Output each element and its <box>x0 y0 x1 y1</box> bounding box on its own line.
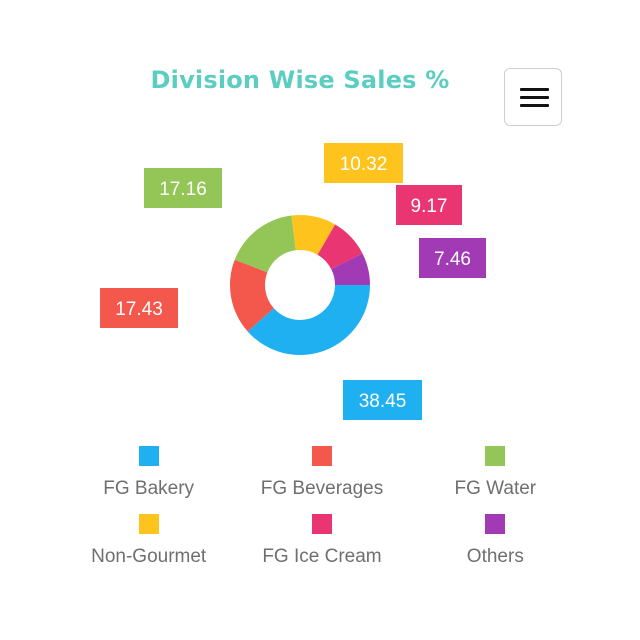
slice-others[interactable] <box>331 253 370 285</box>
slice-non-gourmet[interactable] <box>291 215 336 255</box>
data-label-value: 7.46 <box>434 249 471 270</box>
slice-fg-water[interactable] <box>234 215 296 273</box>
donut-chart: 38.45 17.43 17.16 10.32 9.17 7.46 <box>100 143 486 420</box>
data-label-non-gourmet: 10.32 <box>324 143 403 183</box>
legend-swatch <box>138 446 159 466</box>
data-label-box <box>144 168 222 208</box>
data-label-value: 17.16 <box>159 179 207 200</box>
legend-label: FG Beverages <box>260 478 384 499</box>
data-label-others: 7.46 <box>419 238 486 278</box>
legend-item-fg-beverages[interactable]: FG Beverages <box>235 446 408 500</box>
legend-item-others[interactable]: Others <box>409 514 582 568</box>
legend-label: FG Ice Cream <box>262 546 382 567</box>
data-label-box <box>324 143 403 183</box>
data-label-box <box>343 380 422 420</box>
chart-title: Division Wise Sales % <box>150 66 450 94</box>
legend-item-fg-bakery[interactable]: FG Bakery <box>62 446 235 500</box>
legend-label: Non-Gourmet <box>91 546 207 567</box>
legend-swatch <box>485 514 506 534</box>
legend-swatch <box>311 446 332 466</box>
data-label-box <box>396 185 462 225</box>
legend-swatch <box>485 446 506 466</box>
chart-legend: FG Bakery FG Beverages FG Water Non-Gourmet… <box>62 446 582 568</box>
legend-item-fg-ice-cream[interactable]: FG Ice Cream <box>235 514 408 568</box>
legend-label: Others <box>466 546 524 567</box>
data-label-fg-ice-cream: 9.17 <box>396 185 462 225</box>
legend-label: FG Bakery <box>103 478 195 499</box>
legend-label: FG Water <box>454 478 537 499</box>
legend-item-fg-water[interactable]: FG Water <box>409 446 582 500</box>
data-label-fg-water: 17.16 <box>144 168 222 208</box>
chart-menu-button[interactable] <box>504 68 562 126</box>
data-label-fg-bakery: 38.45 <box>343 380 422 420</box>
data-label-value: 10.32 <box>340 154 388 175</box>
data-label-value: 9.17 <box>411 196 448 217</box>
data-label-box <box>419 238 486 278</box>
data-label-value: 38.45 <box>359 391 407 412</box>
slice-fg-bakery[interactable] <box>247 285 370 355</box>
data-label-value: 17.43 <box>115 299 163 320</box>
legend-item-non-gourmet[interactable]: Non-Gourmet <box>62 514 235 568</box>
slice-fg-ice-cream[interactable] <box>317 224 363 270</box>
slice-fg-beverages[interactable] <box>229 259 274 332</box>
legend-swatch <box>311 514 332 534</box>
legend-swatch <box>138 514 159 534</box>
data-label-box <box>100 288 178 328</box>
data-label-fg-beverages: 17.43 <box>100 288 178 328</box>
